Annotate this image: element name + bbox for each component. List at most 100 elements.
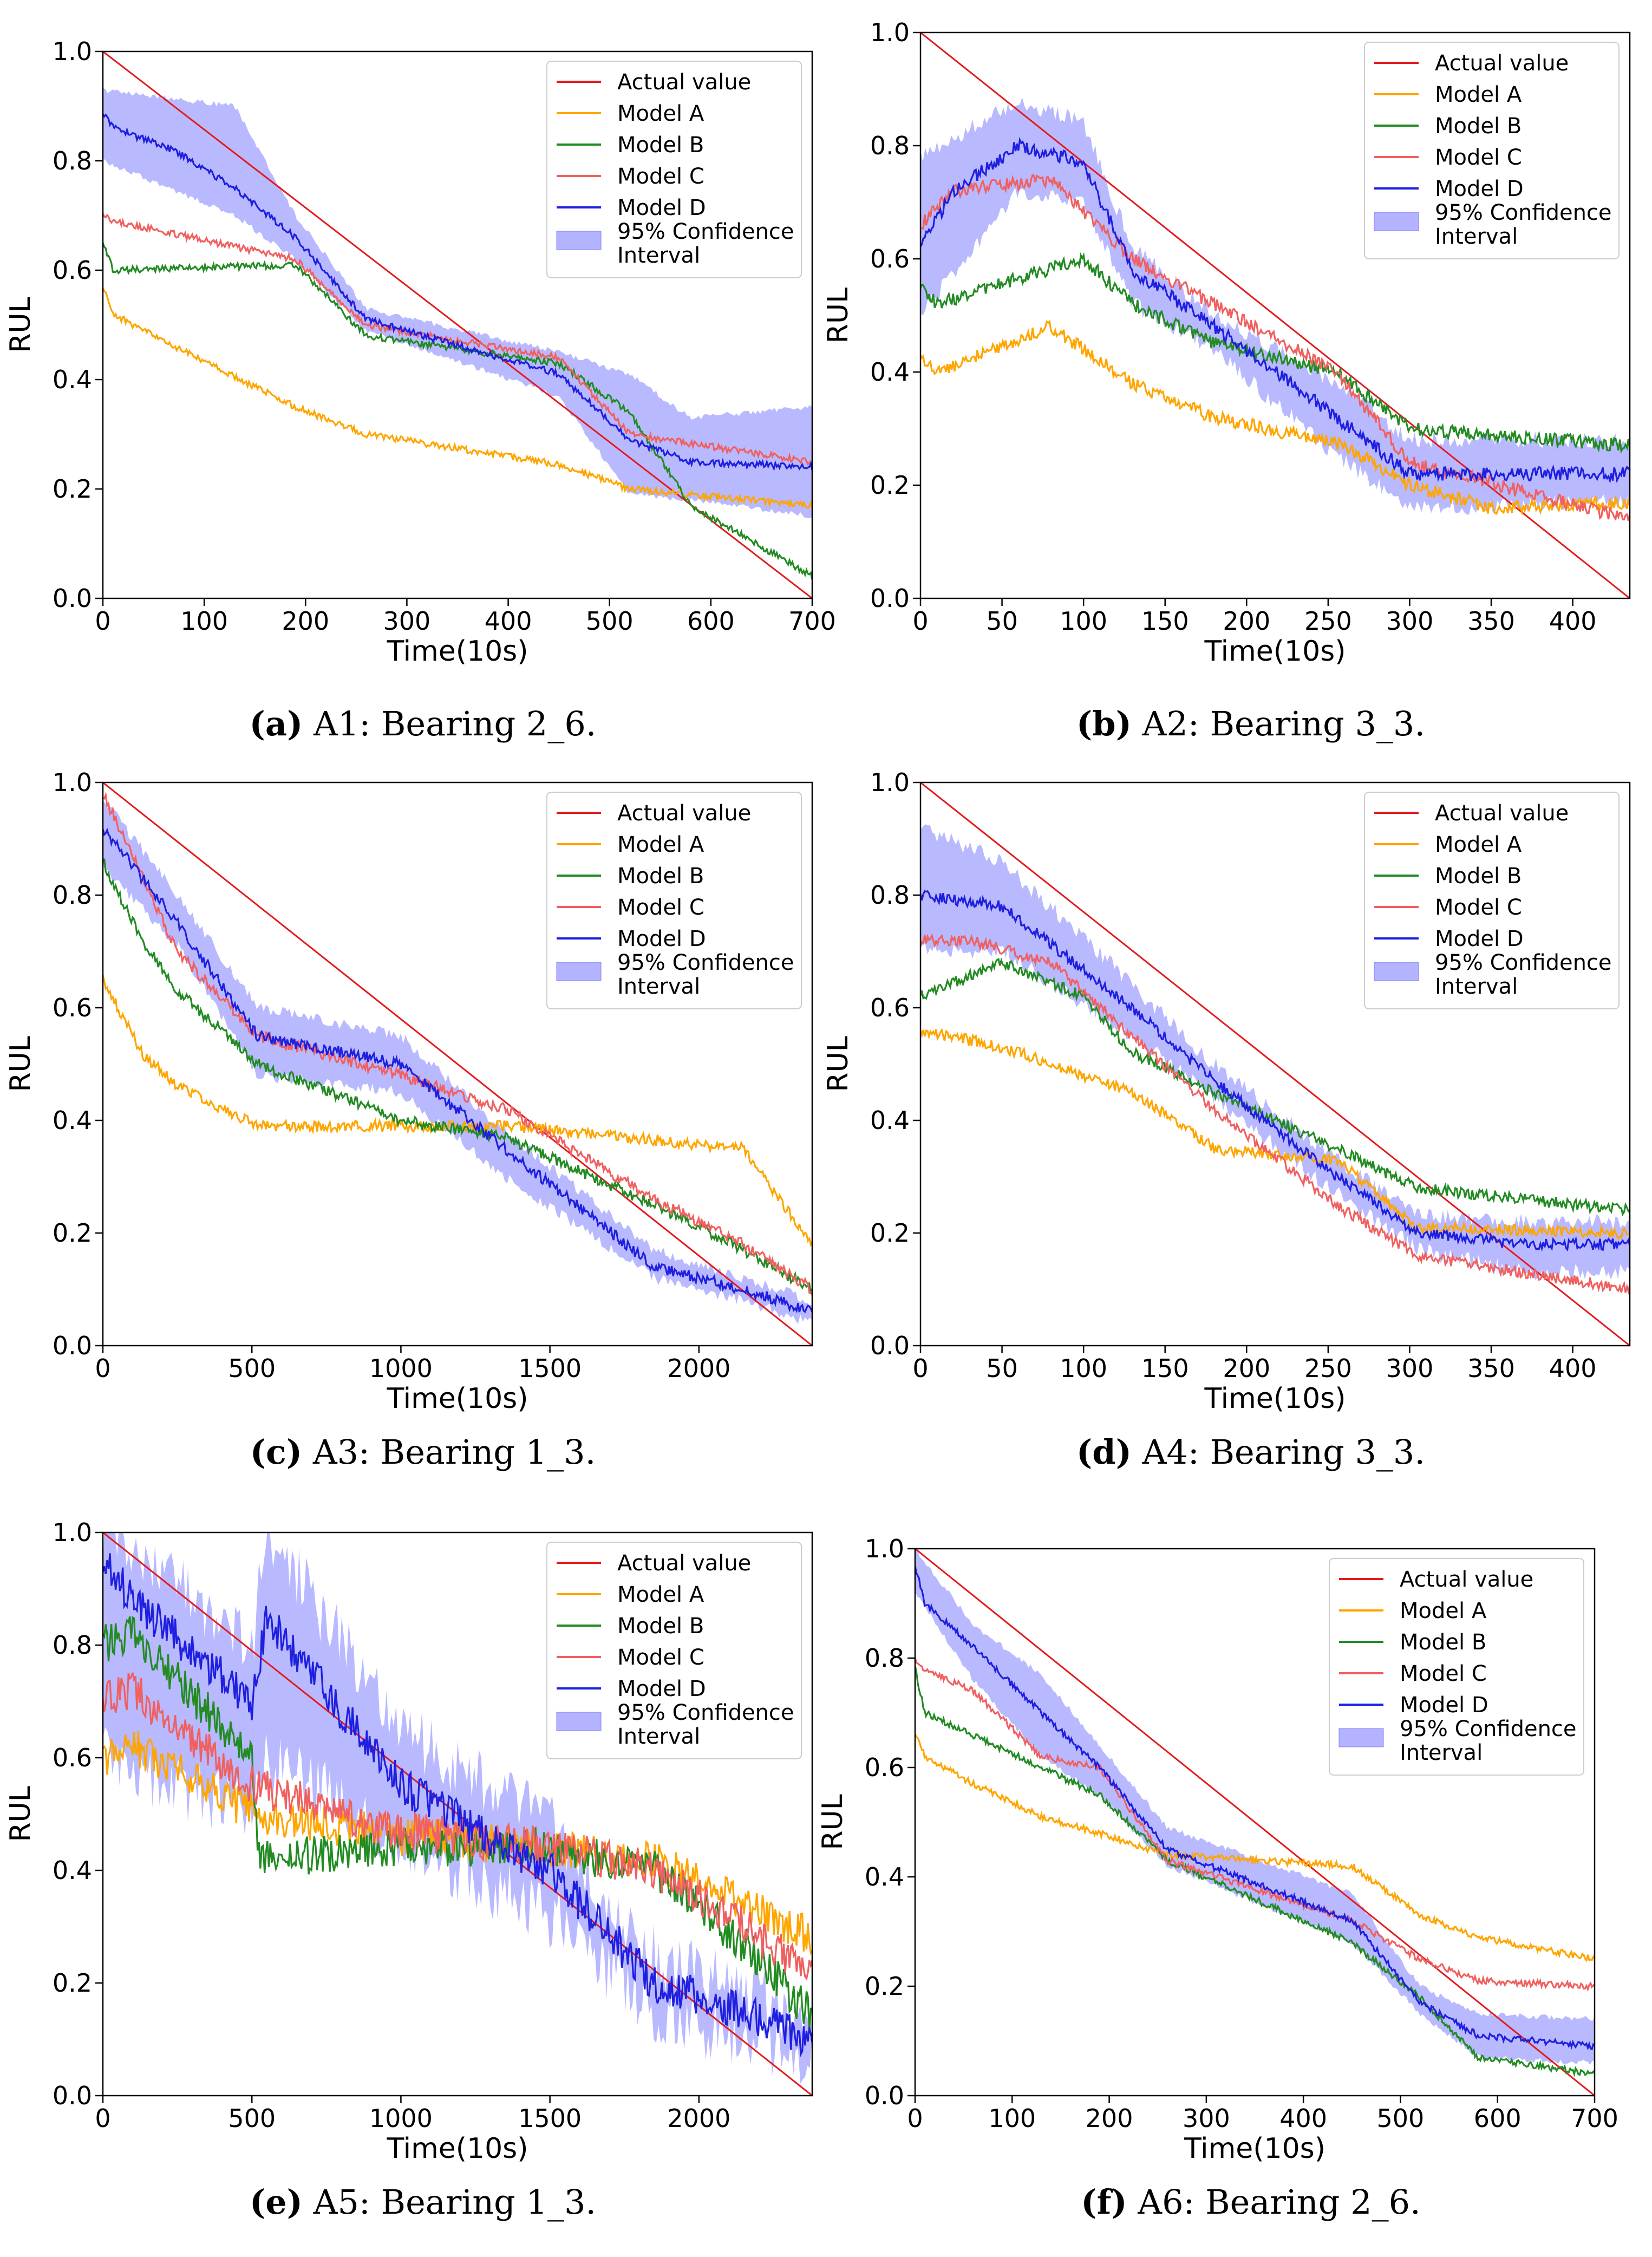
legend: Actual value Model A Model B Model C Model D… <box>1329 1558 1584 1776</box>
series-line-model-b <box>920 252 1630 454</box>
caption-text: A5: Bearing 1_3. <box>302 2182 597 2222</box>
x-tick-label: 1000 <box>369 2104 433 2133</box>
y-tick-label: 0.6 <box>53 993 92 1022</box>
legend-label: Model D <box>617 927 706 951</box>
axes-frame <box>914 1548 1596 2097</box>
chart-e: 0 500 1000 1500 2000 0.0 0.2 0.4 0.6 0.8 1.0 Time(1… <box>4 1518 813 2165</box>
legend-label: Model B <box>1435 114 1522 139</box>
y-tick-label: 0.6 <box>865 1753 904 1782</box>
x-tick-label: 250 <box>1304 606 1352 636</box>
series-line-model-c <box>915 1658 1595 1992</box>
legend-label: Model A <box>1400 1599 1487 1623</box>
series-line-model-d <box>103 113 812 471</box>
series-line-model-c <box>103 213 812 466</box>
legend-label: Interval <box>1400 1740 1483 1765</box>
legend-swatch-ci <box>1338 1728 1384 1747</box>
chart-a: 0 100 200 300 400 500 600 700 0.0 0.2 0.4 0.6 0.8 1.0… <box>4 37 836 668</box>
x-tick-label: 500 <box>228 2104 276 2133</box>
caption-letter: (f) <box>1081 2182 1127 2222</box>
caption-text: A3: Bearing 1_3. <box>302 1432 596 1472</box>
y-tick-label: 1.0 <box>865 1534 904 1563</box>
legend-label: Model A <box>1435 832 1522 857</box>
x-axis-label: Time(10s) <box>386 1382 528 1415</box>
y-tick-label: 0.8 <box>53 1630 92 1660</box>
x-axis-label: Time(10s) <box>1204 635 1346 668</box>
confidence-band <box>920 824 1630 1281</box>
legend-swatch-ci <box>556 231 602 250</box>
y-tick-label: 0.2 <box>870 471 910 500</box>
y-tick-label: 0.6 <box>870 244 910 273</box>
series-line-actual-value <box>103 782 812 1346</box>
legend-label: Interval <box>617 243 700 268</box>
legend-label: Actual value <box>617 70 751 95</box>
y-tick-label: 0.8 <box>865 1643 904 1673</box>
y-tick-label: 1.0 <box>870 768 910 797</box>
y-tick-label: 0.8 <box>870 880 910 910</box>
legend-label: 95% Confidence <box>1435 950 1612 975</box>
legend-label: Model C <box>617 1645 704 1670</box>
chart-d: 0 50 100 150 200 250 300 350 400 0.0 0.2 0.4 0.6 0.8 1… <box>822 768 1631 1415</box>
caption-letter: (c) <box>250 1432 303 1472</box>
x-tick-label: 0 <box>95 1354 110 1383</box>
x-tick-label: 200 <box>1223 1354 1270 1383</box>
series-line-model-d <box>103 1553 812 2058</box>
x-tick-label: 400 <box>1549 1354 1597 1383</box>
x-axis-label: Time(10s) <box>386 2132 528 2165</box>
caption-e: (e) A5: Bearing 1_3. <box>17 2182 829 2222</box>
y-tick-label: 0.4 <box>870 357 910 387</box>
plot-area <box>103 1532 812 2096</box>
legend-label: Model D <box>617 195 706 220</box>
y-tick-label: 0.0 <box>865 2081 904 2110</box>
x-tick-label: 200 <box>1223 606 1270 636</box>
caption-letter: (e) <box>249 2182 303 2222</box>
x-tick-label: 100 <box>180 606 228 636</box>
y-tick-label: 0.2 <box>865 1972 904 2001</box>
x-tick-label: 0 <box>907 2104 923 2133</box>
x-tick-label: 350 <box>1467 606 1515 636</box>
x-tick-label: 500 <box>1377 2104 1425 2133</box>
series-line-model-d <box>920 890 1630 1252</box>
x-tick-label: 200 <box>282 606 329 636</box>
legend-label: Interval <box>617 1724 700 1749</box>
legend-label: Actual value <box>1435 801 1569 826</box>
y-tick-label: 0.4 <box>53 1106 92 1135</box>
series-line-model-b <box>915 1665 1595 2077</box>
legend: Actual value Model A Model B Model C Model D… <box>1364 42 1620 259</box>
x-tick-label: 100 <box>1060 1354 1107 1383</box>
y-tick-label: 0.0 <box>53 2081 92 2110</box>
y-tick-label: 0.0 <box>53 1331 92 1360</box>
plot-area <box>920 32 1630 598</box>
legend-swatch-ci <box>556 962 602 981</box>
plot-area <box>915 1549 1595 2096</box>
legend-swatch-ci <box>1374 962 1419 981</box>
caption-d: (d) A4: Bearing 3_3. <box>845 1432 1652 1472</box>
y-axis-label: RUL <box>817 1794 849 1850</box>
x-tick-label: 700 <box>788 606 836 636</box>
x-axis-label: Time(10s) <box>1184 2132 1325 2165</box>
x-tick-label: 50 <box>986 1354 1018 1383</box>
legend-label: Model B <box>617 133 704 158</box>
series-line-model-b <box>103 243 812 580</box>
plot-area <box>103 782 812 1346</box>
y-axis-label: RUL <box>4 297 37 353</box>
y-tick-label: 1.0 <box>870 18 910 47</box>
axes-frame <box>919 31 1631 599</box>
legend: Actual value Model A Model B Model C Model D… <box>1364 792 1620 1009</box>
x-tick-label: 700 <box>1571 2104 1618 2133</box>
x-tick-label: 400 <box>1549 606 1597 636</box>
legend: Actual value Model A Model B Model C Model D… <box>546 61 802 278</box>
legend-label: Actual value <box>1435 51 1569 76</box>
caption-letter: (d) <box>1076 1432 1132 1472</box>
caption-a: (a) A1: Bearing 2_6. <box>17 704 829 743</box>
caption-letter: (a) <box>249 704 303 743</box>
confidence-band <box>920 97 1630 515</box>
x-tick-label: 150 <box>1141 606 1189 636</box>
caption-b: (b) A2: Bearing 3_3. <box>845 704 1652 743</box>
series-line-actual-value <box>920 32 1630 598</box>
legend-label: Model D <box>1400 1693 1488 1718</box>
legend-label: Model A <box>617 832 704 857</box>
x-axis-label: Time(10s) <box>1204 1382 1346 1415</box>
x-tick-label: 1000 <box>369 1354 433 1383</box>
x-tick-label: 400 <box>485 606 532 636</box>
